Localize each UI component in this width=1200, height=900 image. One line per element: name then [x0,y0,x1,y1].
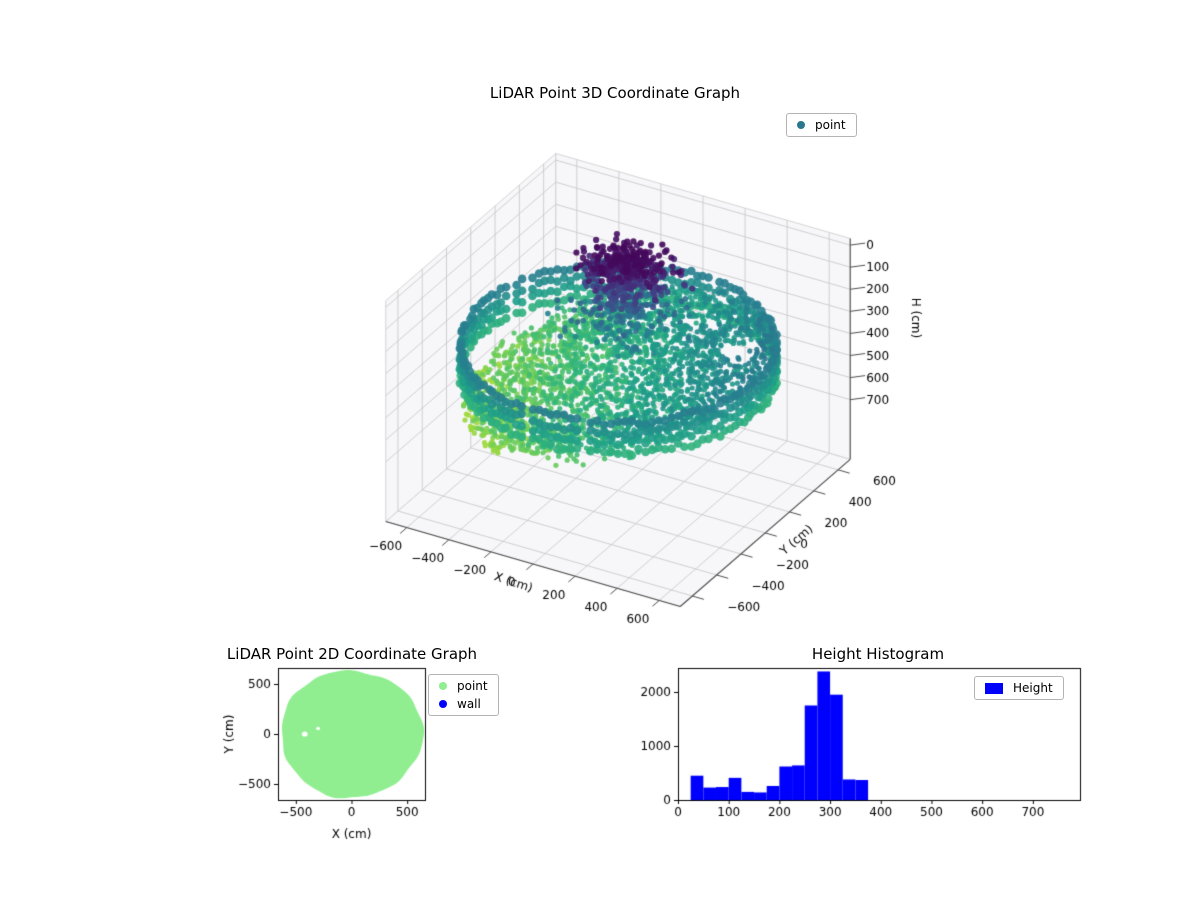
plot3d-title: LiDAR Point 3D Coordinate Graph [489,84,741,102]
histogram-legend: Height [974,676,1064,700]
plot2d-title: LiDAR Point 2D Coordinate Graph [226,645,478,663]
point-marker-icon [797,121,805,129]
legend-entry-height: Height [985,681,1053,695]
legend-label: wall [457,697,481,711]
wall-marker-icon [439,700,447,708]
plot3d-legend: point [786,113,857,137]
legend-label: point [457,679,488,693]
height-swatch-icon [985,682,1003,694]
legend-entry-wall: wall [439,697,488,711]
histogram-title: Height Histogram [811,645,945,663]
plot2d-legend: point wall [428,674,499,716]
point-marker-icon [439,682,447,690]
legend-entry-point: point [797,118,846,132]
legend-entry-point: point [439,679,488,693]
legend-label: point [815,118,846,132]
legend-label: Height [1013,681,1053,695]
